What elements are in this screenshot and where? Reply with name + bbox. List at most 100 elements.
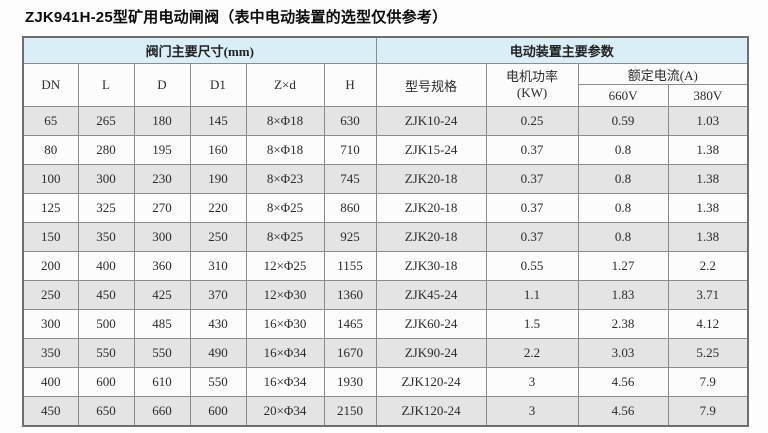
col-header-d1: D1: [189, 63, 247, 107]
cell-dn: 80: [22, 135, 79, 165]
cell-h: 1930: [323, 367, 377, 397]
table-row: 400 600 610 550 16×Φ34 1930 ZJK120-24 3 4.56 7.9: [22, 367, 749, 397]
cell-d1: 160: [189, 135, 247, 165]
cell-power-kw: 3: [485, 396, 579, 427]
cell-h: 630: [323, 106, 377, 136]
cell-current-380v: 7.9: [667, 396, 749, 427]
cell-current-660v: 2.38: [577, 309, 669, 339]
cell-d1: 490: [189, 338, 247, 368]
cell-h: 1360: [323, 280, 377, 310]
cell-model: ZJK20-18: [375, 164, 487, 194]
motor-power-label-line1: 电机功率: [506, 68, 559, 84]
cell-d: 485: [133, 309, 191, 339]
cell-dn: 150: [22, 222, 79, 252]
cell-current-660v: 4.56: [577, 396, 669, 427]
cell-l: 300: [77, 164, 135, 194]
cell-model: ZJK10-24: [375, 106, 487, 136]
cell-current-660v: 1.83: [577, 280, 669, 310]
cell-zxd: 8×Φ25: [245, 193, 325, 223]
cell-d1: 430: [189, 309, 247, 339]
cell-current-380v: 1.38: [667, 164, 749, 194]
cell-d1: 250: [189, 222, 247, 252]
voltage-header-row: 660V 380V: [23, 84, 749, 107]
cell-dn: 250: [22, 280, 79, 310]
cell-d: 550: [133, 338, 191, 368]
col-header-660v: 660V: [577, 84, 669, 107]
cell-power-kw: 0.37: [485, 222, 579, 252]
cell-d: 195: [133, 135, 191, 165]
cell-d1: 310: [189, 251, 247, 281]
cell-d: 425: [133, 280, 191, 310]
cell-model: ZJK120-24: [375, 396, 487, 427]
table-row: 80 280 195 160 8×Φ18 710 ZJK15-24 0.37 0.8 1.38: [22, 135, 749, 165]
group-header-valve-dimensions: 阀门主要尺寸(mm): [22, 36, 377, 64]
spec-table: 阀门主要尺寸(mm) 电动装置主要参数 DN L D D1 Z×d H 型号规格…: [22, 36, 750, 427]
cell-h: 1670: [323, 338, 377, 368]
cell-l: 325: [77, 193, 135, 223]
cell-h: 1465: [323, 309, 377, 339]
table-header: 阀门主要尺寸(mm) 电动装置主要参数 DN L D D1 Z×d H 型号规格…: [22, 36, 749, 107]
cell-h: 2150: [323, 396, 377, 427]
cell-dn: 125: [22, 193, 79, 223]
column-header-row: DN L D D1 Z×d H 型号规格 电机功率 (KW) 额定电流(A): [22, 63, 749, 107]
cell-d: 230: [133, 164, 191, 194]
table-row: 65 265 180 145 8×Φ18 630 ZJK10-24 0.25 0.59 1.03: [22, 106, 749, 136]
cell-model: ZJK45-24: [375, 280, 487, 310]
group-header-actuator-params: 电动装置主要参数: [375, 36, 749, 64]
cell-l: 500: [77, 309, 135, 339]
cell-current-380v: 2.2: [667, 251, 749, 281]
cell-d1: 190: [189, 164, 247, 194]
cell-power-kw: 3: [485, 367, 579, 397]
cell-current-380v: 7.9: [667, 367, 749, 397]
cell-power-kw: 1.1: [485, 280, 579, 310]
cell-current-660v: 0.8: [577, 135, 669, 165]
cell-h: 925: [323, 222, 377, 252]
table-row: 300 500 485 430 16×Φ30 1465 ZJK60-24 1.5 2.38 4.1…: [22, 309, 749, 339]
cell-d: 660: [133, 396, 191, 427]
cell-current-660v: 0.8: [577, 193, 669, 223]
cell-current-380v: 1.03: [667, 106, 749, 136]
cell-zxd: 12×Φ30: [245, 280, 325, 310]
cell-d1: 145: [189, 106, 247, 136]
cell-l: 280: [77, 135, 135, 165]
cell-model: ZJK60-24: [375, 309, 487, 339]
cell-d1: 550: [189, 367, 247, 397]
cell-zxd: 16×Φ34: [245, 338, 325, 368]
cell-current-380v: 1.38: [667, 222, 749, 252]
table-row: 450 650 660 600 20×Φ34 2150 ZJK120-24 3 4.56 7.9: [22, 396, 749, 427]
cell-dn: 65: [22, 106, 79, 136]
table-row: 250 450 425 370 12×Φ30 1360 ZJK45-24 1.1 1.83 3.7…: [22, 280, 749, 310]
col-header-model: 型号规格: [375, 63, 487, 107]
cell-zxd: 8×Φ18: [245, 135, 325, 165]
cell-l: 450: [77, 280, 135, 310]
col-header-rated-current: 额定电流(A): [577, 63, 749, 85]
cell-current-660v: 0.59: [577, 106, 669, 136]
cell-current-660v: 3.03: [577, 338, 669, 368]
cell-dn: 100: [22, 164, 79, 194]
cell-h: 745: [323, 164, 377, 194]
motor-power-label-line2: (KW): [516, 85, 548, 100]
cell-h: 710: [323, 135, 377, 165]
cell-current-380v: 1.38: [667, 193, 749, 223]
cell-zxd: 8×Φ23: [245, 164, 325, 194]
cell-l: 265: [77, 106, 135, 136]
cell-h: 1155: [323, 251, 377, 281]
col-header-380v: 380V: [667, 84, 749, 107]
cell-d1: 370: [189, 280, 247, 310]
cell-model: ZJK15-24: [375, 135, 487, 165]
cell-zxd: 8×Φ25: [245, 222, 325, 252]
cell-power-kw: 0.25: [485, 106, 579, 136]
cell-l: 550: [77, 338, 135, 368]
col-header-dn: DN: [22, 63, 79, 107]
cell-model: ZJK20-18: [375, 193, 487, 223]
cell-l: 400: [77, 251, 135, 281]
cell-current-380v: 3.71: [667, 280, 749, 310]
cell-model: ZJK120-24: [375, 367, 487, 397]
cell-power-kw: 2.2: [485, 338, 579, 368]
cell-d: 610: [133, 367, 191, 397]
cell-power-kw: 0.55: [485, 251, 579, 281]
cell-d1: 220: [189, 193, 247, 223]
cell-zxd: 8×Φ18: [245, 106, 325, 136]
cell-current-660v: 4.56: [577, 367, 669, 397]
cell-model: ZJK20-18: [375, 222, 487, 252]
